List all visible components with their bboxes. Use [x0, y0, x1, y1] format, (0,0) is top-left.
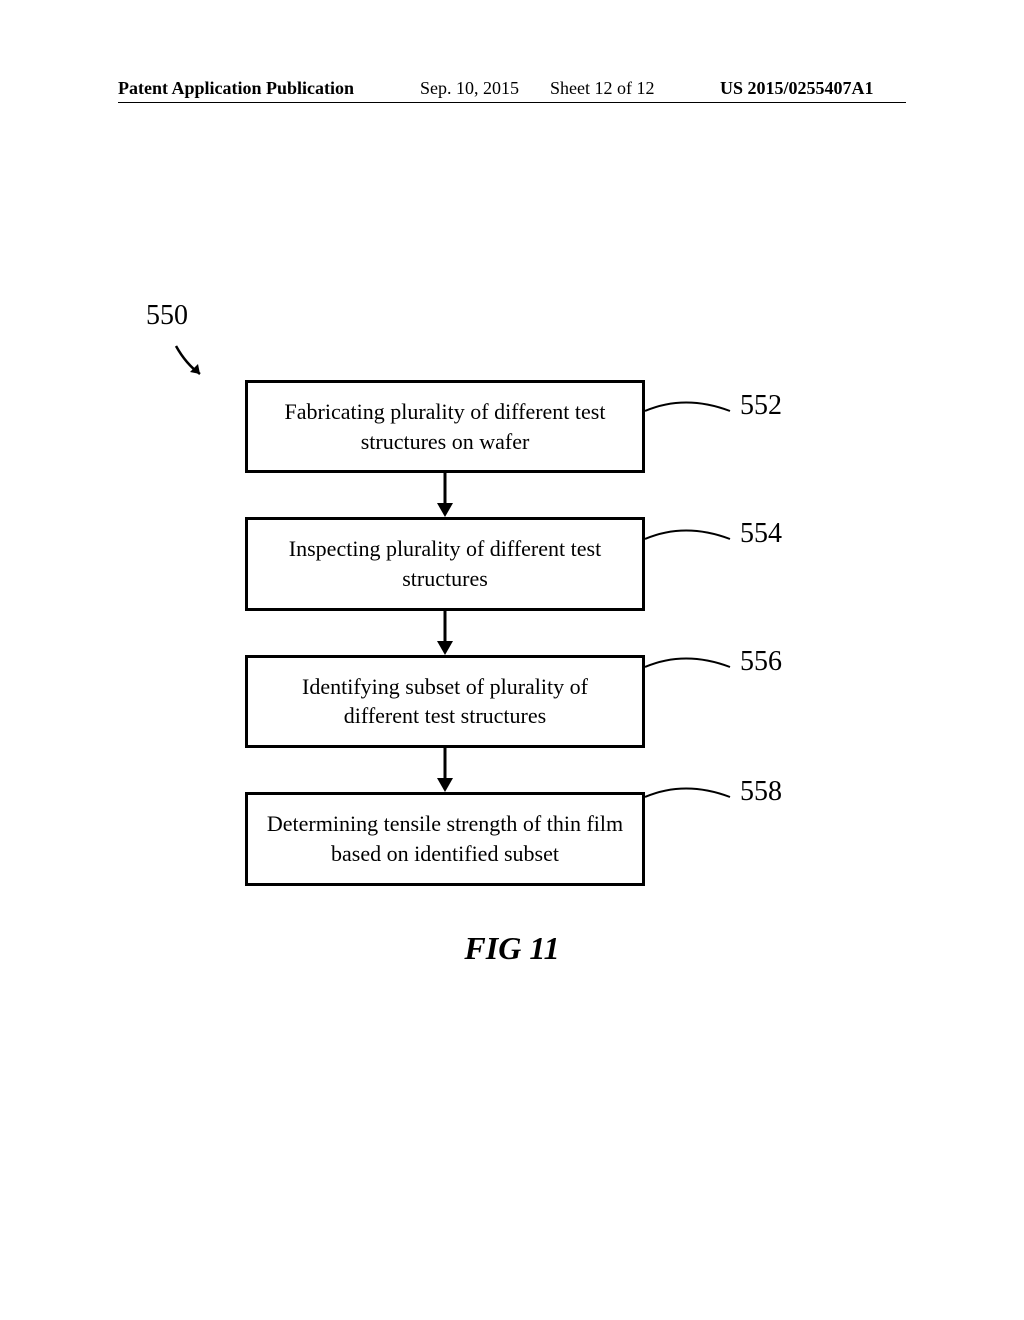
reference-numeral-550: 550 [146, 300, 188, 332]
leader-558-icon [645, 784, 735, 814]
flowchart-container: Fabricating plurality of different test … [245, 380, 645, 886]
arrow-down-icon [245, 611, 645, 655]
reference-numeral-558: 558 [740, 776, 782, 808]
header-patent-number: US 2015/0255407A1 [720, 78, 874, 99]
reference-numeral-554: 554 [740, 518, 782, 550]
box-558: Determining tensile strength of thin fil… [245, 792, 645, 885]
reference-numeral-556: 556 [740, 646, 782, 678]
arrow-down-icon [245, 473, 645, 517]
header-divider [118, 102, 906, 103]
arrow-down-icon [245, 748, 645, 792]
leader-552-icon [645, 398, 735, 428]
box-552: Fabricating plurality of different test … [245, 380, 645, 473]
reference-numeral-552: 552 [740, 390, 782, 422]
box-556: Identifying subset of plurality of diffe… [245, 655, 645, 748]
arrow-550-icon [168, 338, 218, 388]
header-date: Sep. 10, 2015 [420, 78, 519, 99]
figure-label: FIG 11 [0, 930, 1024, 967]
header-sheet: Sheet 12 of 12 [550, 78, 654, 99]
leader-556-icon [645, 654, 735, 684]
leader-554-icon [645, 526, 735, 556]
box-554: Inspecting plurality of different test s… [245, 517, 645, 610]
header-publication: Patent Application Publication [118, 78, 354, 99]
